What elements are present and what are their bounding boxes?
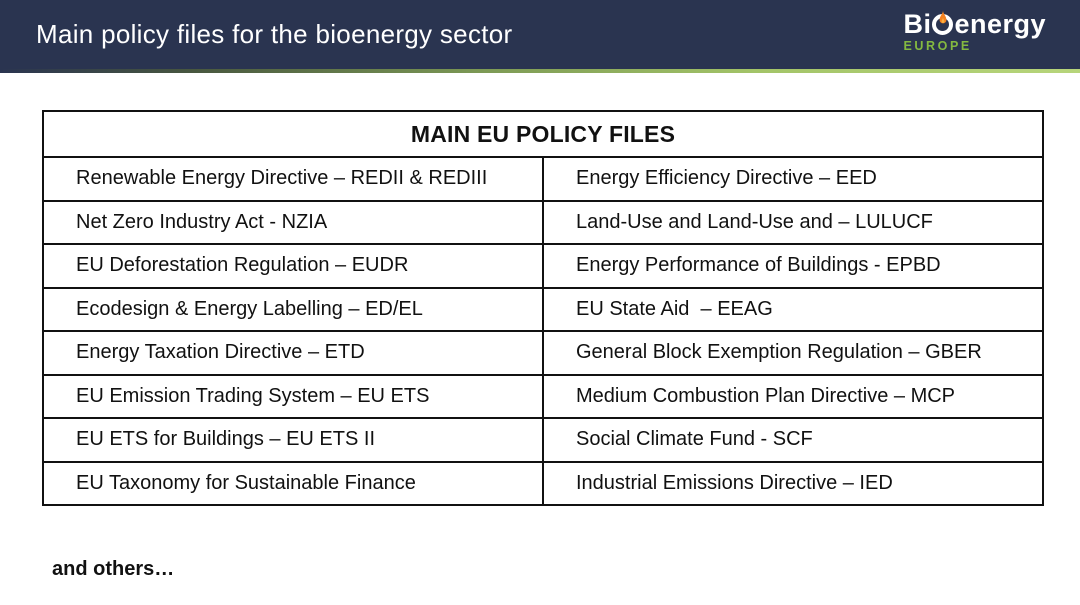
policy-cell: Energy Performance of Buildings - EPBD xyxy=(542,243,1044,289)
policy-cell: EU Taxonomy for Sustainable Finance xyxy=(42,460,544,506)
table-row: EU ETS for Buildings – EU ETS II Social … xyxy=(42,417,1044,463)
policy-cell: EU Emission Trading System – EU ETS xyxy=(42,373,544,419)
policy-cell: Social Climate Fund - SCF xyxy=(542,417,1044,463)
slide-header: Main policy files for the bioenergy sect… xyxy=(0,0,1080,69)
flame-icon xyxy=(939,10,947,24)
table-row: EU Taxonomy for Sustainable Finance Indu… xyxy=(42,460,1044,506)
policy-cell: Renewable Energy Directive – REDII & RED… xyxy=(42,156,544,202)
table-row: Net Zero Industry Act - NZIA Land-Use an… xyxy=(42,199,1044,245)
table-title: MAIN EU POLICY FILES xyxy=(42,110,1044,158)
page-title: Main policy files for the bioenergy sect… xyxy=(36,19,513,49)
policy-cell: EU State Aid – EEAG xyxy=(542,286,1044,332)
policy-cell: Land-Use and Land-Use and – LULUCF xyxy=(542,199,1044,245)
logo-subtitle: EUROPE xyxy=(903,39,972,53)
table-row: Renewable Energy Directive – REDII & RED… xyxy=(42,156,1044,202)
logo-o-ring xyxy=(932,10,954,35)
table-row: EU Emission Trading System – EU ETS Medi… xyxy=(42,373,1044,419)
policy-cell: Net Zero Industry Act - NZIA xyxy=(42,199,544,245)
policy-cell: Energy Efficiency Directive – EED xyxy=(542,156,1044,202)
policy-cell: EU ETS for Buildings – EU ETS II xyxy=(42,417,544,463)
bioenergy-europe-logo: Bi energy EUROPE xyxy=(903,9,1046,53)
table-row: EU Deforestation Regulation – EUDR Energ… xyxy=(42,243,1044,289)
policy-cell: General Block Exemption Regulation – GBE… xyxy=(542,330,1044,376)
and-others-note: and others… xyxy=(52,558,175,580)
table-row: Ecodesign & Energy Labelling – ED/EL EU … xyxy=(42,286,1044,332)
policy-cell: Ecodesign & Energy Labelling – ED/EL xyxy=(42,286,544,332)
header-accent-bar xyxy=(0,69,1080,73)
policy-table: MAIN EU POLICY FILES Renewable Energy Di… xyxy=(42,110,1044,506)
policy-cell: Energy Taxation Directive – ETD xyxy=(42,330,544,376)
logo-wordmark: Bi energy xyxy=(903,9,1046,39)
policy-cell: Industrial Emissions Directive – IED xyxy=(542,460,1044,506)
logo-text-energy: energy xyxy=(954,9,1046,39)
table-header-row: MAIN EU POLICY FILES xyxy=(42,110,1044,158)
policy-cell: EU Deforestation Regulation – EUDR xyxy=(42,243,544,289)
policy-cell: Medium Combustion Plan Directive – MCP xyxy=(542,373,1044,419)
logo-text-bi: Bi xyxy=(903,9,932,39)
table-row: Energy Taxation Directive – ETD General … xyxy=(42,330,1044,376)
